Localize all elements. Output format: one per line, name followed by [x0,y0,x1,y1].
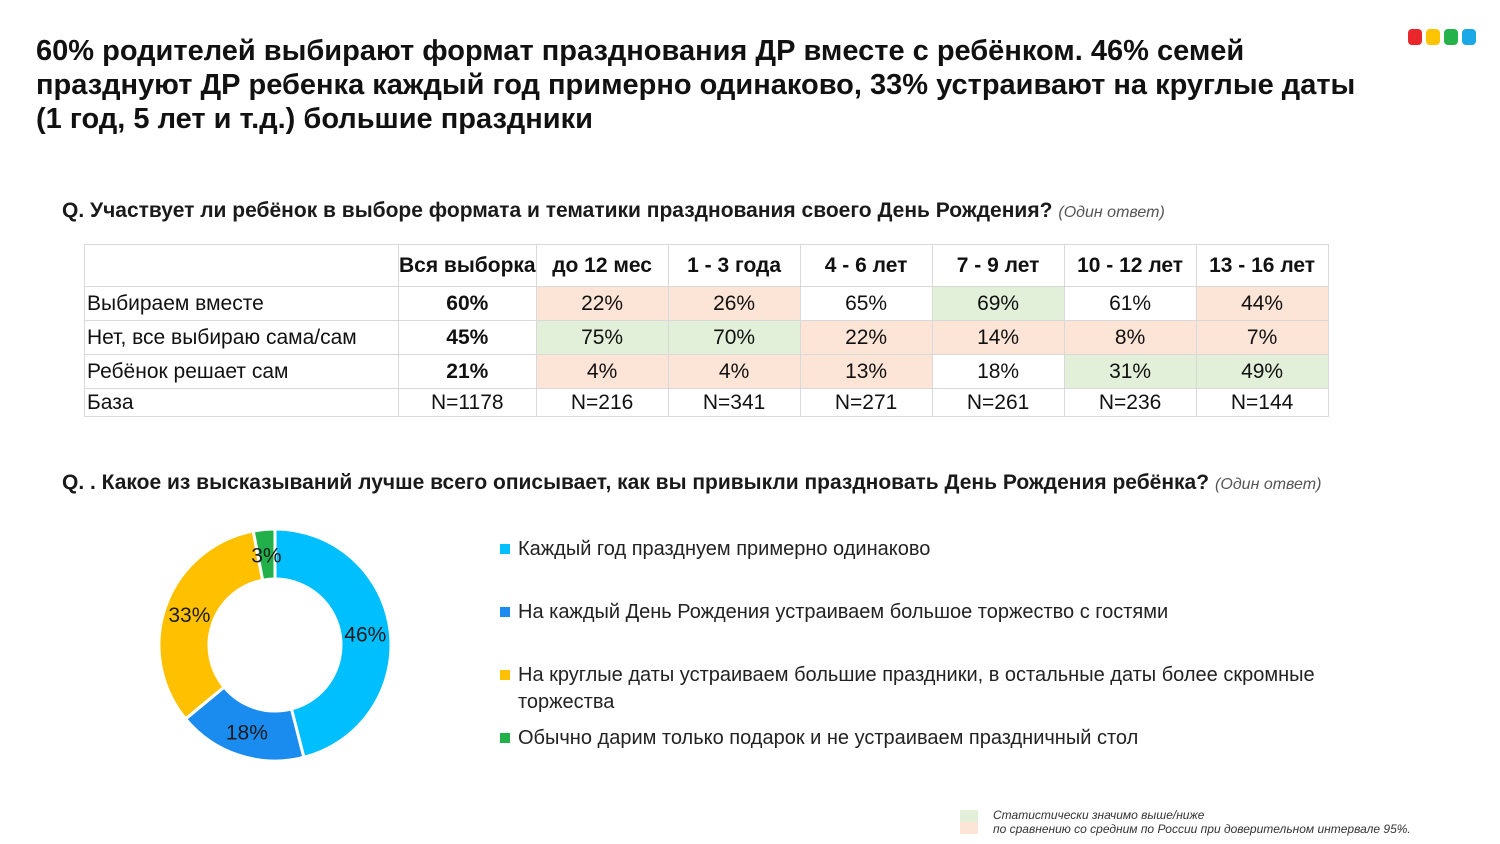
table-corner [84,244,399,287]
table-base-row: База N=1178 N=216 N=341 N=271 N=261 N=236 N=144 [84,388,1329,417]
total-cell: 45% [398,320,537,355]
base-cell: N=261 [931,388,1065,417]
table-row: Выбираем вместе 60% 22% 26% 65% 69% 61% 44% [84,286,1329,321]
table-cell: 18% [931,354,1065,389]
table-cell: 13% [799,354,933,389]
question-2-text: Q. . Какое из высказываний лучше всего о… [62,471,1210,494]
table-cell: 22% [535,286,669,321]
row-label: Ребёнок решает сам [84,354,399,389]
legend-label: На каждый День Рождения устраиваем больш… [518,601,1169,623]
logo-square-green [1444,29,1458,45]
legend-label: Обычно дарим только подарок и не устраив… [518,727,1139,749]
column-header: 7 - 9 лет [931,244,1065,287]
footnote-line-2: по сравнению со средним по России при до… [993,822,1411,836]
row-label: Нет, все выбираю сама/сам [84,320,399,355]
significance-footnote: Статистически значимо выше/ниже по сравн… [960,808,1480,836]
table-cell: 70% [667,320,801,355]
column-header: 1 - 3 года [667,244,801,287]
column-header: Вся выборка [398,244,537,287]
table-row: Ребёнок решает сам 21% 4% 4% 13% 18% 31% 49% [84,354,1329,389]
donut-data-label: 33% [168,604,210,627]
significance-lower-swatch [960,822,978,834]
logo-square-blue [1462,29,1476,45]
significance-swatches [960,810,978,834]
legend-item: На каждый День Рождения устраиваем больш… [500,599,1358,626]
donut-slice [273,527,393,760]
table-cell: 22% [799,320,933,355]
legend-item: Обычно дарим только подарок и не устраив… [500,725,1358,752]
total-cell: 21% [398,354,537,389]
table-cell: 75% [535,320,669,355]
base-label: База [84,388,399,417]
page-title: 60% родителей выбирают формат празднован… [36,35,1356,135]
column-header: до 12 мес [535,244,669,287]
base-cell: N=144 [1195,388,1329,417]
donut-data-label: 3% [251,544,281,567]
total-cell: 60% [398,286,537,321]
donut-data-label: 46% [344,624,386,647]
question-1-text: Q. Участвует ли ребёнок в выборе формата… [62,199,1053,222]
brand-logo [1408,29,1476,45]
base-cell: N=1178 [398,388,537,417]
base-cell: N=341 [667,388,801,417]
table-body: Выбираем вместе 60% 22% 26% 65% 69% 61% 44% Нет,… [84,286,1329,417]
question-2-note: (Один ответ) [1215,476,1322,493]
donut-data-label: 18% [226,722,268,745]
legend-swatch [500,733,510,743]
table-cell: 69% [931,286,1065,321]
row-label: Выбираем вместе [84,286,399,321]
table-cell: 4% [535,354,669,389]
legend-swatch [500,670,510,680]
legend-label: На круглые даты устраиваем большие празд… [518,664,1315,713]
results-table: Вся выборка до 12 мес 1 - 3 года 4 - 6 л… [84,244,1329,417]
donut-slice [251,527,277,582]
logo-square-yellow [1426,29,1440,45]
table-cell: 14% [931,320,1065,355]
logo-square-red [1408,29,1422,45]
base-cell: N=216 [535,388,669,417]
table-cell: 8% [1063,320,1197,355]
significance-higher-swatch [960,810,978,822]
footnote-line-1: Статистически значимо выше/ниже [993,808,1205,822]
donut-chart: 46% 18% 33% 3% [157,527,393,763]
table-cell: 26% [667,286,801,321]
legend-swatch [500,607,510,617]
column-header: 10 - 12 лет [1063,244,1197,287]
column-header: 13 - 16 лет [1195,244,1329,287]
base-cell: N=236 [1063,388,1197,417]
question-1: Q. Участвует ли ребёнок в выборе формата… [62,199,1165,223]
legend-swatch [500,544,510,554]
table-cell: 7% [1195,320,1329,355]
legend-item: На круглые даты устраиваем большие празд… [500,662,1358,716]
question-1-note: (Один ответ) [1058,204,1165,221]
table-cell: 65% [799,286,933,321]
question-2: Q. . Какое из высказываний лучше всего о… [62,471,1321,495]
table-cell: 61% [1063,286,1197,321]
donut-slice [157,529,265,722]
table-cell: 44% [1195,286,1329,321]
table-row: Нет, все выбираю сама/сам 45% 75% 70% 22% 14%… [84,320,1329,355]
table-cell: 4% [667,354,801,389]
table-header-row: Вся выборка до 12 мес 1 - 3 года 4 - 6 л… [84,244,1329,287]
legend-label: Каждый год празднуем примерно одинаково [518,538,931,560]
table-cell: 49% [1195,354,1329,389]
column-header: 4 - 6 лет [799,244,933,287]
legend-item: Каждый год празднуем примерно одинаково [500,536,1358,563]
base-cell: N=271 [799,388,933,417]
table-cell: 31% [1063,354,1197,389]
